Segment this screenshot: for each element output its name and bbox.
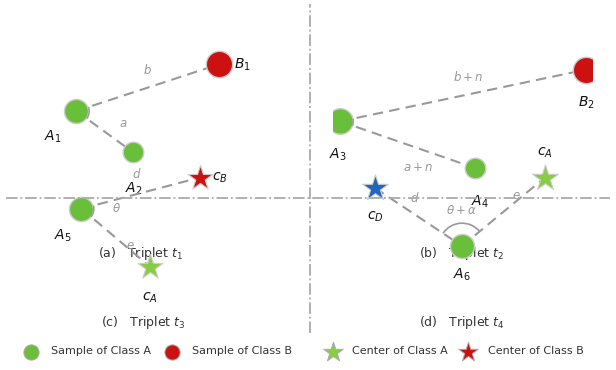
Point — [457, 243, 467, 249]
Text: $A_1$: $A_1$ — [44, 129, 62, 145]
Text: $d$: $d$ — [132, 168, 141, 182]
Point — [328, 349, 338, 354]
Text: (d)   Triplet $t_4$: (d) Triplet $t_4$ — [419, 314, 505, 331]
Point — [76, 206, 86, 212]
Text: $e$: $e$ — [511, 189, 521, 202]
Text: $c_A$: $c_A$ — [142, 290, 158, 305]
Text: $b$: $b$ — [143, 63, 152, 77]
Point — [214, 61, 224, 67]
Text: $b+n$: $b+n$ — [453, 70, 484, 84]
Point — [335, 118, 345, 124]
Text: Center of Class A: Center of Class A — [352, 346, 448, 357]
Text: $\theta+\alpha$: $\theta+\alpha$ — [447, 204, 477, 217]
Point — [582, 67, 591, 73]
Point — [26, 349, 36, 354]
Text: $A_6$: $A_6$ — [453, 267, 471, 283]
Text: $A_3$: $A_3$ — [329, 147, 346, 163]
Text: $c_A$: $c_A$ — [537, 145, 553, 160]
Text: $c_B$: $c_B$ — [213, 171, 228, 185]
Text: $B_2$: $B_2$ — [578, 95, 594, 111]
Text: Center of Class B: Center of Class B — [488, 346, 583, 357]
Point — [145, 264, 155, 270]
Text: $A_4$: $A_4$ — [471, 194, 489, 210]
Point — [71, 108, 81, 114]
Point — [540, 175, 550, 181]
Text: $B_1$: $B_1$ — [233, 56, 251, 73]
Text: $A_5$: $A_5$ — [54, 228, 71, 244]
Text: $A_2$: $A_2$ — [124, 181, 142, 197]
Text: (c)   Triplet $t_3$: (c) Triplet $t_3$ — [102, 314, 186, 331]
Text: $a$: $a$ — [119, 117, 127, 131]
Text: $d$: $d$ — [410, 191, 419, 205]
Point — [370, 185, 380, 191]
Point — [195, 175, 205, 181]
Text: Sample of Class B: Sample of Class B — [192, 346, 292, 357]
Text: $a+n$: $a+n$ — [403, 161, 433, 175]
Text: $\theta$: $\theta$ — [112, 202, 121, 215]
Text: Sample of Class A: Sample of Class A — [51, 346, 150, 357]
Point — [463, 349, 473, 354]
Point — [168, 349, 177, 354]
Point — [470, 165, 480, 171]
Text: (b)   Triplet $t_2$: (b) Triplet $t_2$ — [419, 245, 505, 262]
Text: (a)   Triplet $t_1$: (a) Triplet $t_1$ — [99, 245, 184, 262]
Point — [128, 149, 138, 155]
Text: $c_D$: $c_D$ — [367, 210, 383, 224]
Text: $e$: $e$ — [126, 239, 134, 252]
